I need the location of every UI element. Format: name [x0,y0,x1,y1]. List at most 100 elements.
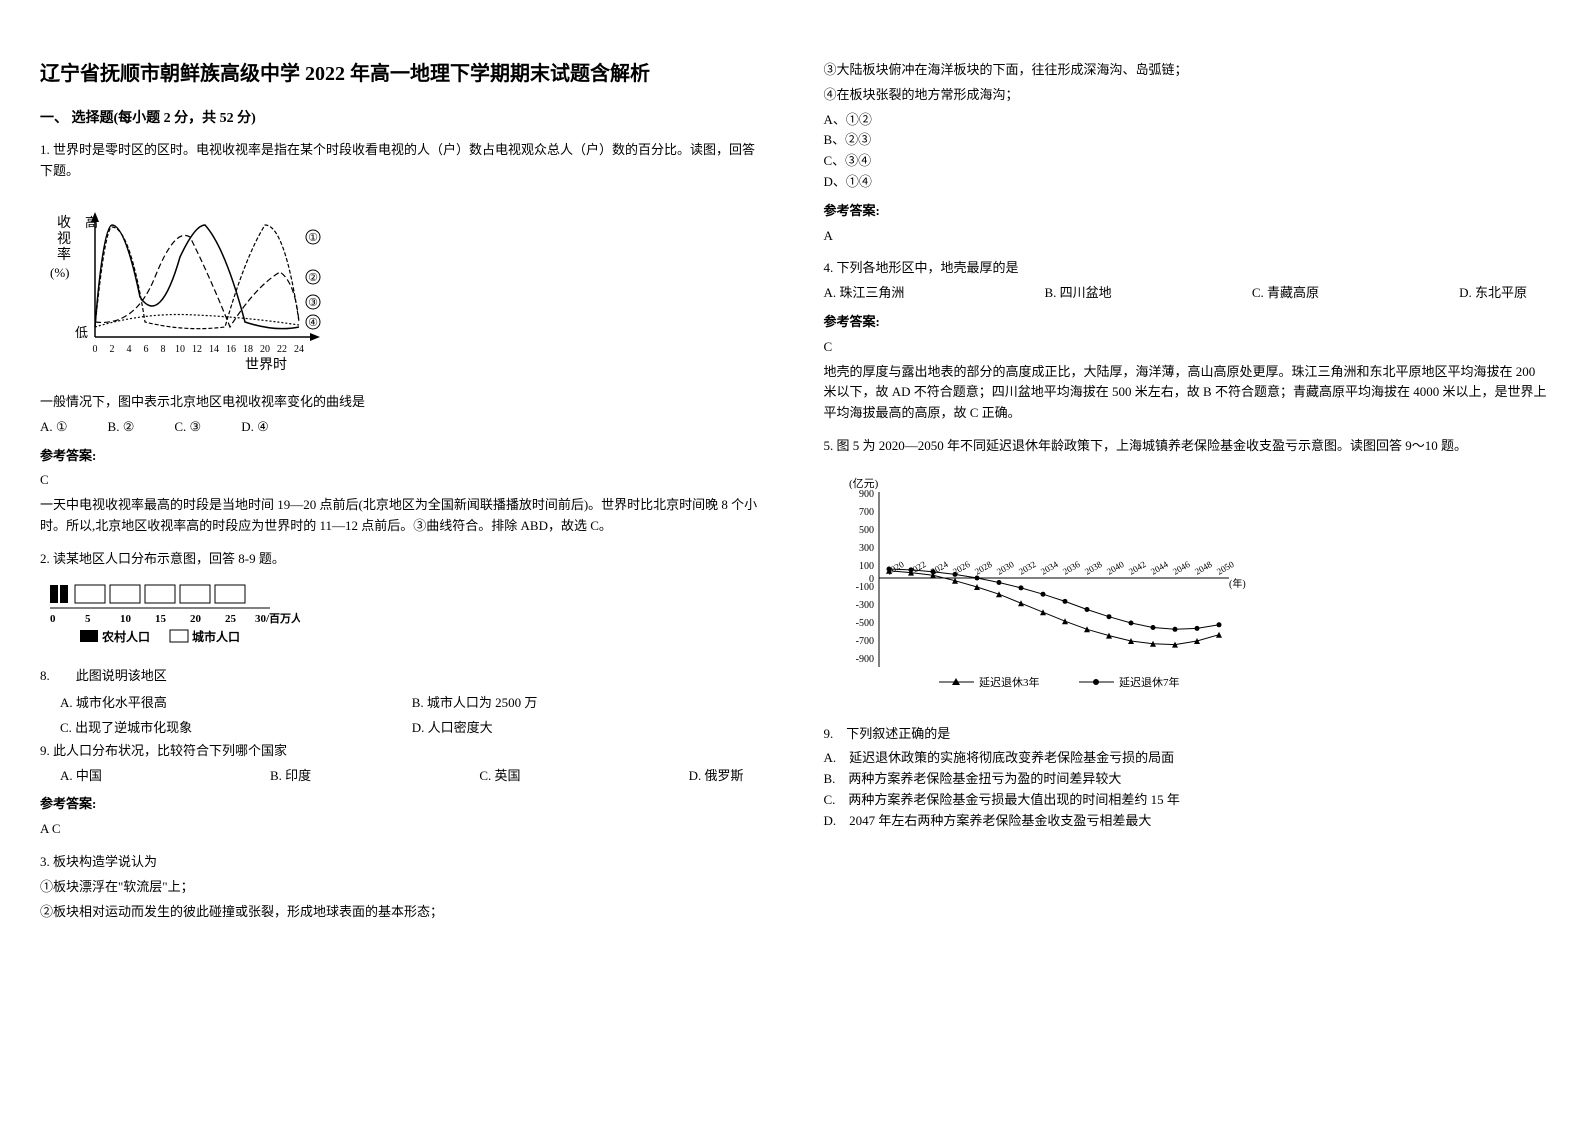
q4-options: A. 珠江三角洲 B. 四川盆地 C. 青藏高原 D. 东北平原 [824,283,1548,304]
option-d: D. 2047 年左右两种方案养老保险基金收支盈亏相差最大 [824,811,1548,832]
legend-urban: 城市人口 [192,629,240,644]
answer-label: 参考答案: [40,794,764,815]
urban-bar [145,585,175,603]
option-a: A. 延迟退休政策的实施将彻底改变养老保险基金亏损的局面 [824,748,1548,769]
answer-label: 参考答案: [824,312,1548,333]
rural-bar [60,585,68,603]
ylabel-1: 收 [57,215,71,231]
xtick: 2038 [1083,559,1104,577]
q3-stmt1: ①板块漂浮在"软流层"上； [40,877,764,898]
q3-stmt2: ②板块相对运动而发生的彼此碰撞或张裂，形成地球表面的基本形态； [40,902,764,923]
legend-circle [1093,679,1099,685]
q2-answer: A C [40,819,764,840]
option-b: B. 城市人口为 2500 万 [412,693,764,714]
option-c: C、③④ [824,151,1548,172]
q5-9-options: A. 延迟退休政策的实施将彻底改变养老保险基金亏损的局面 B. 两种方案养老保险… [824,748,1548,831]
xtick: 2050 [1215,559,1236,577]
answer-label: 参考答案: [40,446,764,467]
xtick: 2028 [973,559,994,577]
curve-label-3: ③ [308,297,318,309]
option-d: D. ④ [241,417,269,438]
y-low: 低 [75,325,88,340]
option-d: D. 俄罗斯 [689,766,744,787]
xtick: 6 [144,344,149,355]
option-a: A. ① [40,417,68,438]
xtick: 20 [190,613,202,625]
ytick: -500 [855,618,873,629]
section-header: 一、 选择题(每小题 2 分，共 52 分) [40,108,764,130]
xtick: 0 [50,613,56,625]
q5-9-text: 9. 下列叙述正确的是 [824,724,1548,745]
xtick: 2034 [1039,559,1060,577]
rural-bar [50,585,58,603]
option-d: D. 东北平原 [1459,283,1527,304]
option-c: C. 英国 [479,766,520,787]
ylabel-2: 视 [57,231,71,247]
option-c: C. ③ [174,417,201,438]
q1-question: 一般情况下，图中表示北京地区电视收视率变化的曲线是 [40,392,764,413]
curve-1 [95,225,299,329]
curve-label-4: ④ [308,317,318,329]
option-d: D. 人口密度大 [412,718,764,739]
ytick: 900 [859,489,874,500]
q1-options: A. ① B. ② C. ③ D. ④ [40,417,764,438]
q2-intro: 2. 读某地区人口分布示意图，回答 8-9 题。 [40,549,764,570]
xtick: 16 [226,344,236,355]
q2-8-options: A. 城市化水平很高 B. 城市人口为 2500 万 C. 出现了逆城市化现象 … [40,691,764,741]
q5-chart: (亿元) 900 700 500 300 100 0 -100 -300 -50… [824,467,1548,714]
q1-intro: 1. 世界时是零时区的区时。电视收视率是指在某个时段收看电视的人（户）数占电视观… [40,140,764,182]
ytick: 700 [859,507,874,518]
xlabel: 世界时 [245,357,287,373]
xtick: 0 [93,344,98,355]
question-3-part1: 3. 板块构造学说认为 ①板块漂浮在"软流层"上； ②板块相对运动而发生的彼此碰… [40,852,764,922]
q3-stmt3: ③大陆板块俯冲在海洋板块的下面，往往形成深海沟、岛弧链； [824,60,1548,81]
legend-1: 延迟退休3年 [979,675,1040,689]
option-b: B. ② [108,417,135,438]
legend-rural: 农村人口 [101,629,150,644]
option-c: C. 两种方案养老保险基金亏损最大值出现的时间相差约 15 年 [824,790,1548,811]
curve-label-1: ① [308,232,318,244]
urban-bar [215,585,245,603]
ytick: 500 [859,525,874,536]
question-1: 1. 世界时是零时区的区时。电视收视率是指在某个时段收看电视的人（户）数占电视观… [40,140,764,536]
x-arrow [310,333,320,341]
ytick: 100 [859,561,874,572]
xtick: 8 [161,344,166,355]
pension-fund-chart: (亿元) 900 700 500 300 100 0 -100 -300 -50… [829,472,1249,702]
q2-9-options: A. 中国 B. 印度 C. 英国 D. 俄罗斯 [40,766,764,787]
option-c: C. 出现了逆城市化现象 [60,718,412,739]
xtick: 22 [277,344,287,355]
curve-2 [95,235,299,327]
q5-intro: 5. 图 5 为 2020—2050 年不同延迟退休年龄政策下，上海城镇养老保险… [824,436,1548,457]
q2-chart: 0 5 10 15 20 25 30/百万人 农村人口 城市人口 [40,580,764,657]
xtick: 12 [192,344,202,355]
xtick: 4 [127,344,132,355]
ytick: -900 [855,654,873,665]
q3-options: A、①② B、②③ C、③④ D、①④ [824,110,1548,193]
xtick: 2046 [1171,559,1192,577]
option-b: B. 两种方案养老保险基金扭亏为盈的时间差异较大 [824,769,1548,790]
xtick: 5 [85,613,91,625]
q4-intro: 4. 下列各地形区中，地壳最厚的是 [824,258,1548,279]
left-column: 辽宁省抚顺市朝鲜族高级中学 2022 年高一地理下学期期末试题含解析 一、 选择… [40,60,764,934]
legend: 延迟退休3年 延迟退休7年 [939,675,1180,689]
option-b: B. 印度 [270,766,311,787]
ytick: -100 [855,582,873,593]
question-3-part2: ③大陆板块俯冲在海洋板块的下面，往往形成深海沟、岛弧链； ④在板块张裂的地方常形… [824,60,1548,246]
xtick: 2044 [1149,559,1170,577]
q2-8-text: 8. 此图说明该地区 [40,666,764,687]
option-b: B、②③ [824,130,1548,151]
q4-explanation: 地壳的厚度与露出地表的部分的高度成正比，大陆厚，海洋薄，高山高原处更厚。珠江三角… [824,362,1548,424]
xtick: 2030 [995,559,1016,577]
q1-answer: C [40,470,764,491]
xtick: 2032 [1017,559,1038,577]
xtick: 2 [110,344,115,355]
option-b: B. 四川盆地 [1045,283,1112,304]
x-ticks: 2020 2022 2024 2026 2028 2030 2032 2034 … [885,559,1236,577]
q3-intro: 3. 板块构造学说认为 [40,852,764,873]
xlabel-suffix: (年) [1229,577,1246,590]
q1-explanation: 一天中电视收视率最高的时段是当地时间 19—20 点前后(北京地区为全国新闻联播… [40,495,764,537]
q4-answer: C [824,337,1548,358]
option-d: D、①④ [824,172,1548,193]
document-page: 辽宁省抚顺市朝鲜族高级中学 2022 年高一地理下学期期末试题含解析 一、 选择… [40,60,1547,934]
